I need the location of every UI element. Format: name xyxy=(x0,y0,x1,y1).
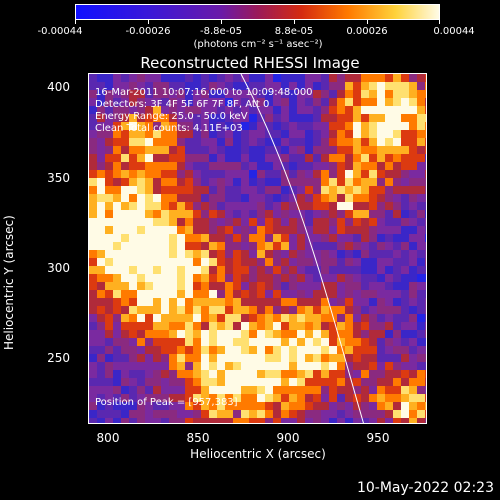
info-total-counts: Clean Total counts: 4.11E+03 xyxy=(95,123,243,134)
solar-limb-line xyxy=(240,74,364,423)
y-tick-label: 250 xyxy=(47,351,70,365)
colorbar-label: 0.00026 xyxy=(346,26,388,37)
x-tick-label: 950 xyxy=(366,431,390,445)
colorbar-tick xyxy=(221,20,222,24)
image-title: Reconstructed RHESSI Image xyxy=(140,54,360,72)
x-tick-label: 850 xyxy=(186,431,210,445)
colorbar-label: -8.8e-05 xyxy=(200,26,242,37)
info-detectors: Detectors: 3F 4F 5F 6F 7F 8F, Att 0 xyxy=(95,99,270,110)
colorbar-label: 8.8e-05 xyxy=(274,26,314,37)
y-tick-label: 350 xyxy=(47,171,70,185)
colorbar xyxy=(75,4,440,20)
colorbar-tick xyxy=(439,20,440,24)
x-axis-label: Heliocentric X (arcsec) xyxy=(190,447,326,461)
colorbar-label: 0.00044 xyxy=(433,26,475,37)
y-tick-label: 400 xyxy=(47,80,70,94)
heatmap-canvas xyxy=(89,74,426,423)
colorbar-tick xyxy=(75,20,76,24)
info-time-range: 16-Mar-2011 10:07:16.000 to 10:09:48.000 xyxy=(95,87,313,98)
colorbar-units: (photons cm⁻² s⁻¹ asec⁻²) xyxy=(193,39,323,50)
colorbar-tick xyxy=(294,20,295,24)
info-peak-position: Position of Peak = [957,383] xyxy=(95,397,238,408)
y-tick-label: 300 xyxy=(47,261,70,275)
colorbar-tick xyxy=(148,20,149,24)
colorbar-tick xyxy=(367,20,368,24)
x-tick-label: 900 xyxy=(276,431,300,445)
info-energy-range: Energy Range: 25.0 - 50.0 keV xyxy=(95,111,248,122)
colorbar-label: -0.00044 xyxy=(37,26,83,37)
y-axis-label: Heliocentric Y (arcsec) xyxy=(2,215,16,350)
timestamp: 10-May-2022 02:23 xyxy=(356,480,494,496)
colorbar-label: -0.00026 xyxy=(125,26,171,37)
rhessi-image: 16-Mar-2011 10:07:16.000 to 10:09:48.000… xyxy=(88,73,427,424)
x-tick-label: 800 xyxy=(96,431,120,445)
